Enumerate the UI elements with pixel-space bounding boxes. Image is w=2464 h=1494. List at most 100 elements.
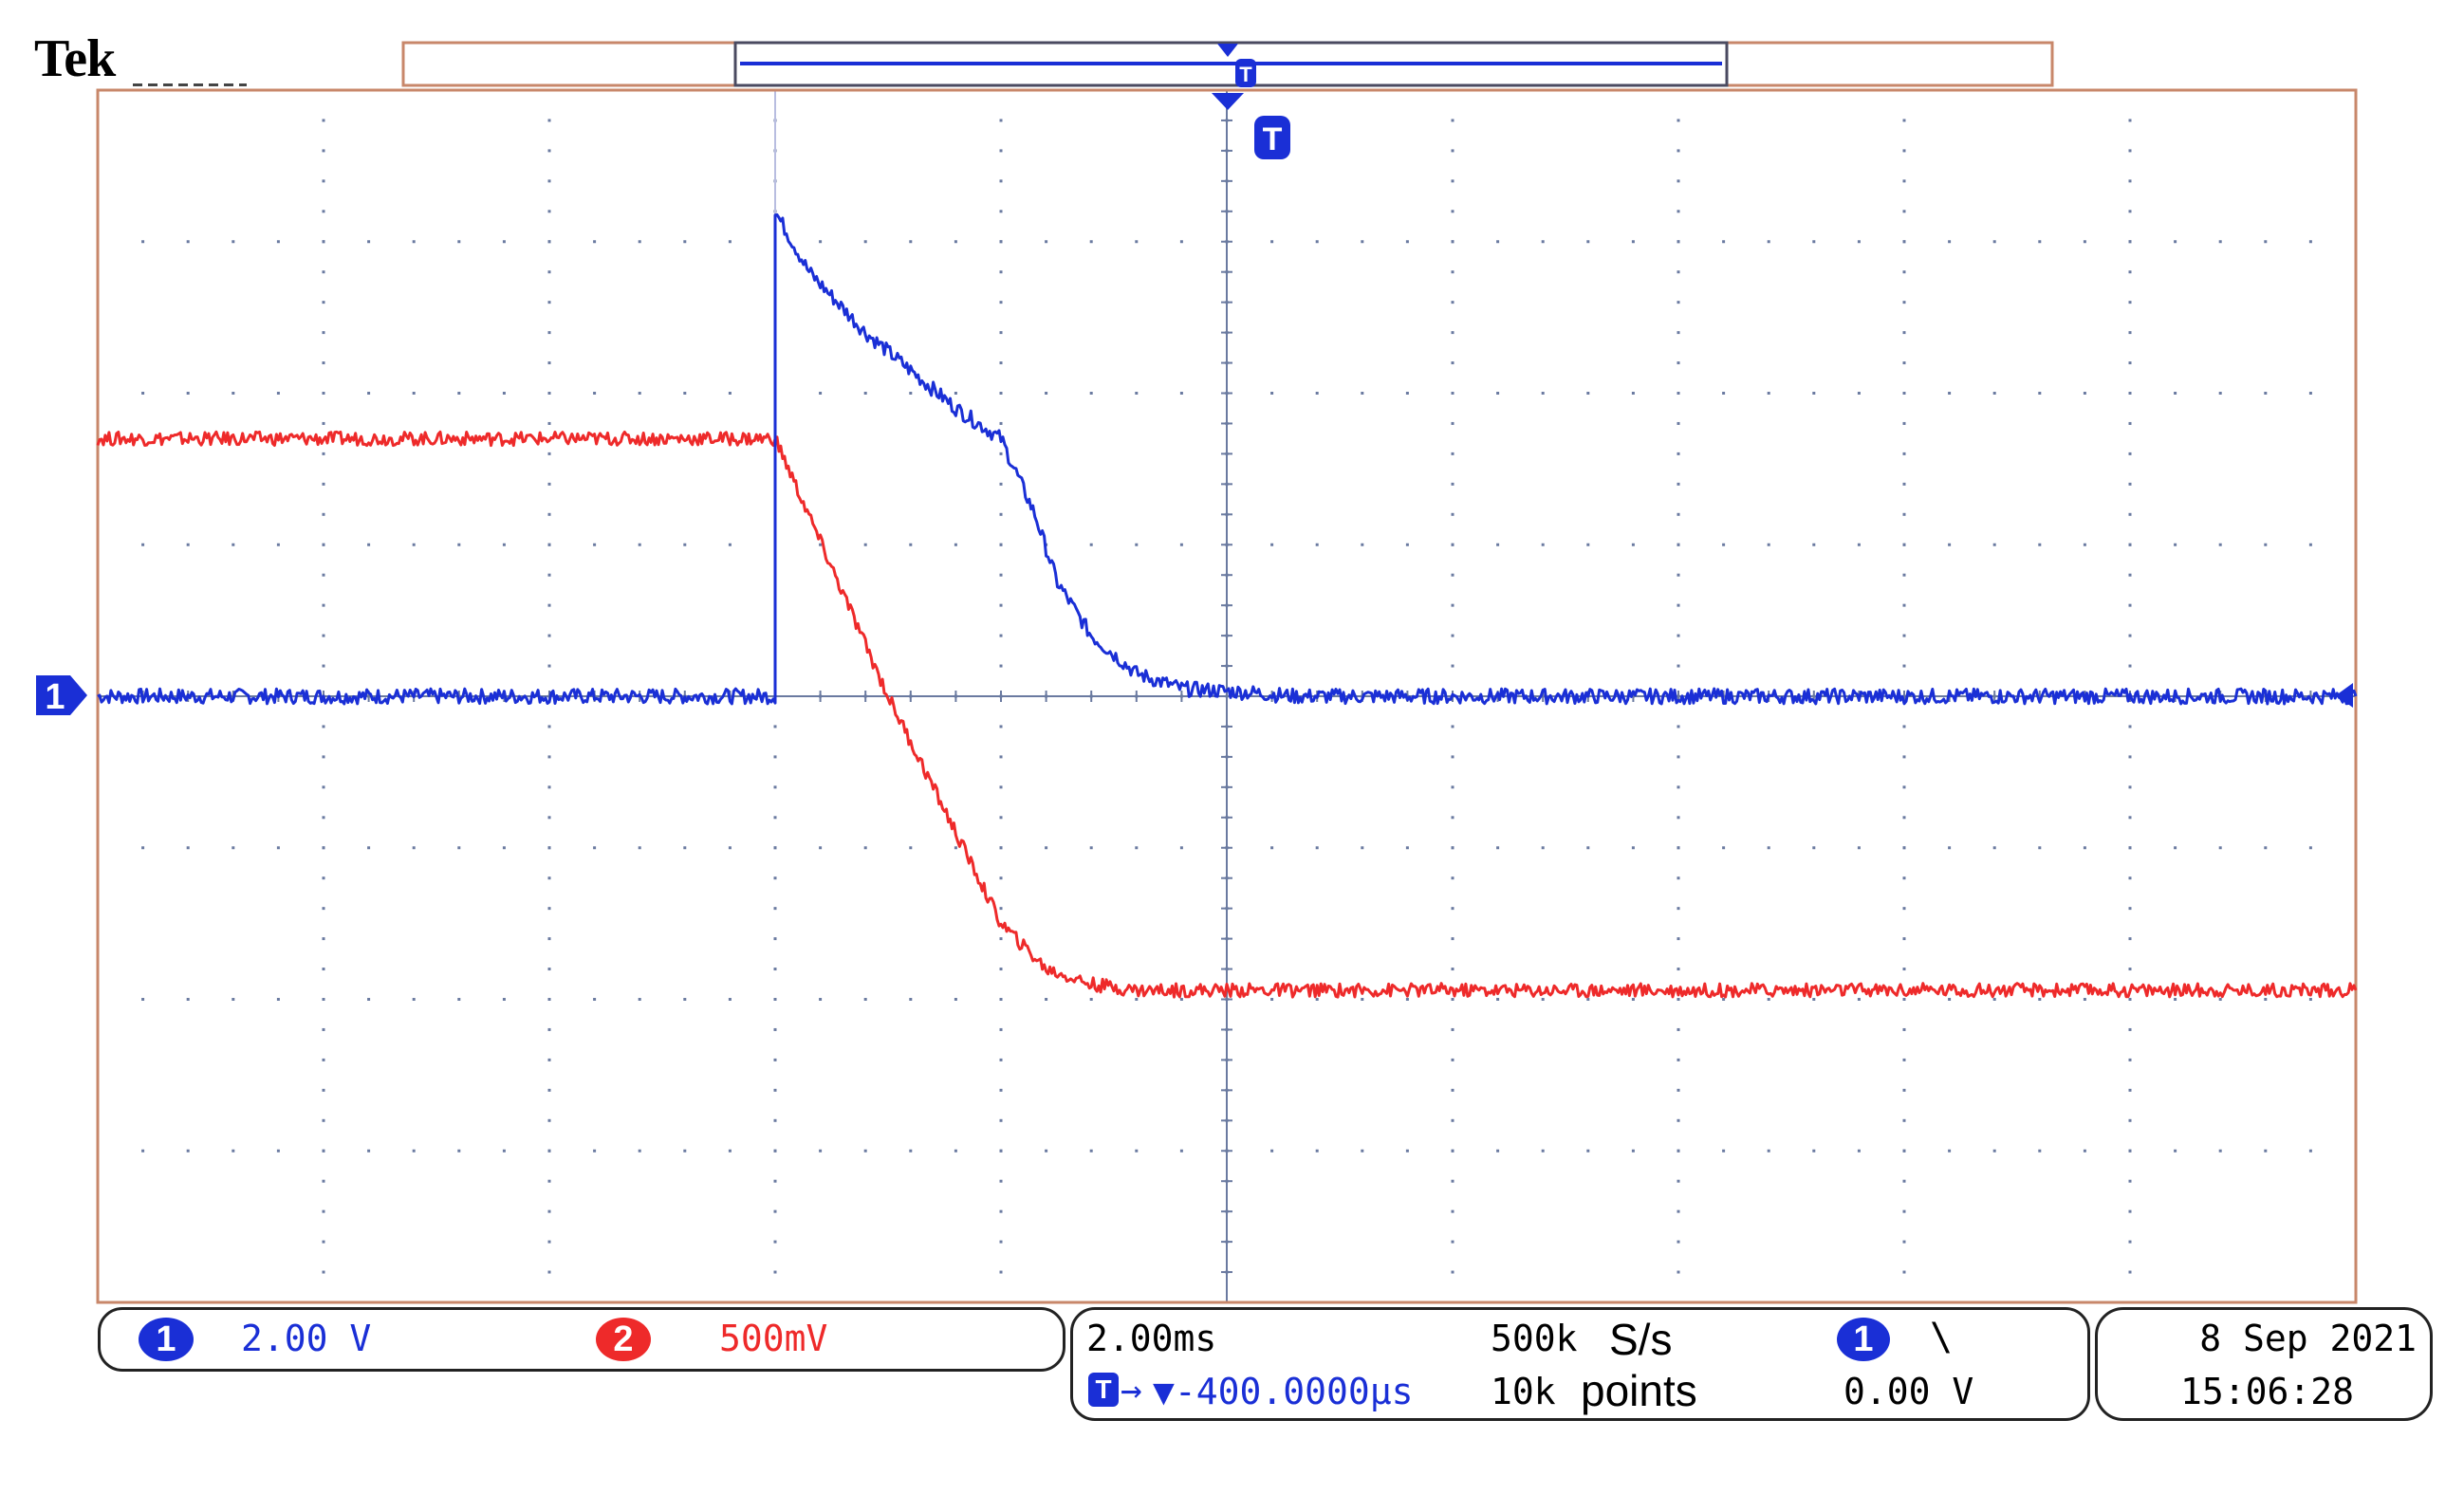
grid-dot (141, 1149, 145, 1153)
grid-dot (1902, 149, 1906, 153)
grid-dot (2128, 149, 2132, 153)
ch2-scale[interactable]: 500mV (719, 1318, 828, 1359)
grid-dot (1812, 240, 1816, 244)
grid-dot (322, 512, 325, 516)
grid-dot (1496, 998, 1500, 1001)
grid-dot (638, 543, 641, 546)
sample-rate-unit: S/s (1609, 1315, 1673, 1364)
grid-dot (1902, 603, 1906, 607)
grid-dot (863, 998, 867, 1001)
trigger-position-icon[interactable] (1254, 116, 1290, 159)
ch1-badge[interactable]: 1 (139, 1318, 194, 1361)
grid-dot (547, 331, 551, 335)
grid-dot (1451, 603, 1454, 607)
grid-dot (1677, 846, 1680, 850)
grid-dot (547, 452, 551, 455)
vertical-settings-panel[interactable]: 1 2.00 V 2 500mV (98, 1307, 1065, 1372)
trigger-source-badge[interactable]: 1 (1837, 1318, 1890, 1361)
ch1-scale[interactable]: 2.00 V (241, 1318, 372, 1359)
grid-dot (412, 1149, 416, 1153)
grid-dot (502, 543, 506, 546)
grid-dot (1902, 119, 1906, 122)
grid-dot (322, 603, 325, 607)
grid-dot (1451, 331, 1454, 335)
grid-dot (2128, 482, 2132, 486)
grid-dot (1586, 1149, 1590, 1153)
grid-dot (2128, 301, 2132, 304)
grid-dot (1902, 907, 1906, 911)
grid-dot (1677, 331, 1680, 335)
grid-dot (322, 785, 325, 789)
grid-dot (2308, 392, 2312, 395)
grid-dot (1902, 664, 1906, 668)
grid-dot (322, 1058, 325, 1061)
ch2-badge[interactable]: 2 (596, 1318, 651, 1361)
grid-dot (999, 421, 1003, 425)
grid-dot (909, 998, 913, 1001)
grid-dot (1902, 968, 1906, 971)
grid-dot (1451, 968, 1454, 971)
horizontal-trigger-panel[interactable]: 2.00ms 500k S/s T → ▼-400.0000µs 10k poi… (1070, 1307, 2090, 1421)
trigger-position-label: T (1263, 121, 1283, 157)
grid-dot (547, 543, 551, 546)
grid-dot (1451, 634, 1454, 637)
brand-underline (133, 83, 247, 86)
grid-dot (1451, 240, 1454, 244)
timebase[interactable]: 2.00ms (1086, 1318, 1217, 1359)
grid-dot (954, 240, 957, 244)
grid-dot (2308, 846, 2312, 850)
grid-dot (322, 725, 325, 729)
grid-dot (2308, 998, 2312, 1001)
grid-dot (1270, 543, 1274, 546)
grid-dot (773, 1118, 777, 1122)
grid-dot (1045, 392, 1048, 395)
trigger-position-arrow-icon[interactable] (1212, 93, 1244, 110)
grid-dot (773, 998, 777, 1001)
grid-dot (1179, 240, 1183, 244)
grid-dot (1179, 543, 1183, 546)
grid-dot (457, 392, 461, 395)
grid-dot (2128, 664, 2132, 668)
grid-dot (2128, 1179, 2132, 1183)
trigger-level-marker-icon[interactable] (2336, 683, 2353, 708)
grid-dot (1361, 998, 1364, 1001)
grid-dot (773, 1058, 777, 1061)
grid-dot (322, 907, 325, 911)
grid-dot (593, 846, 597, 850)
grid-dot (1722, 543, 1726, 546)
grid-dot (1677, 1179, 1680, 1183)
grid-dot (547, 846, 551, 850)
grid-dot (1992, 998, 1996, 1001)
grid-dot (1586, 392, 1590, 395)
grid-dot (773, 1240, 777, 1244)
grid-dot (863, 1149, 867, 1153)
grid-dot (2264, 998, 2268, 1001)
grid-dot (232, 543, 235, 546)
grid-dot (1902, 785, 1906, 789)
grid-dot (322, 482, 325, 486)
grid-dot (999, 603, 1003, 607)
grid-dot (1857, 543, 1861, 546)
grid-dot (2128, 846, 2132, 850)
grid-dot (547, 482, 551, 486)
trigger-level[interactable]: 0.00 V (1843, 1371, 1974, 1412)
grid-dot (1902, 1270, 1906, 1274)
trigger-position[interactable]: ▼-400.0000µs (1153, 1371, 1414, 1412)
grid-dot (909, 240, 913, 244)
grid-dot (1902, 937, 1906, 941)
grid-dot (1315, 240, 1319, 244)
ch1-ground-marker-icon[interactable] (36, 675, 87, 715)
falling-edge-icon[interactable]: \ (1930, 1316, 1954, 1359)
grid-dot (1902, 392, 1906, 395)
grid-dot (2174, 392, 2177, 395)
grid-dot (2128, 1058, 2132, 1061)
grid-dot (276, 392, 280, 395)
grid-dot (2308, 1149, 2312, 1153)
grid-dot (999, 1240, 1003, 1244)
grid-dot (547, 1179, 551, 1183)
grid-dot (1405, 392, 1409, 395)
grid-dot (593, 998, 597, 1001)
grid-dot (502, 1149, 506, 1153)
grid-dot (322, 634, 325, 637)
grid-dot (1315, 846, 1319, 850)
